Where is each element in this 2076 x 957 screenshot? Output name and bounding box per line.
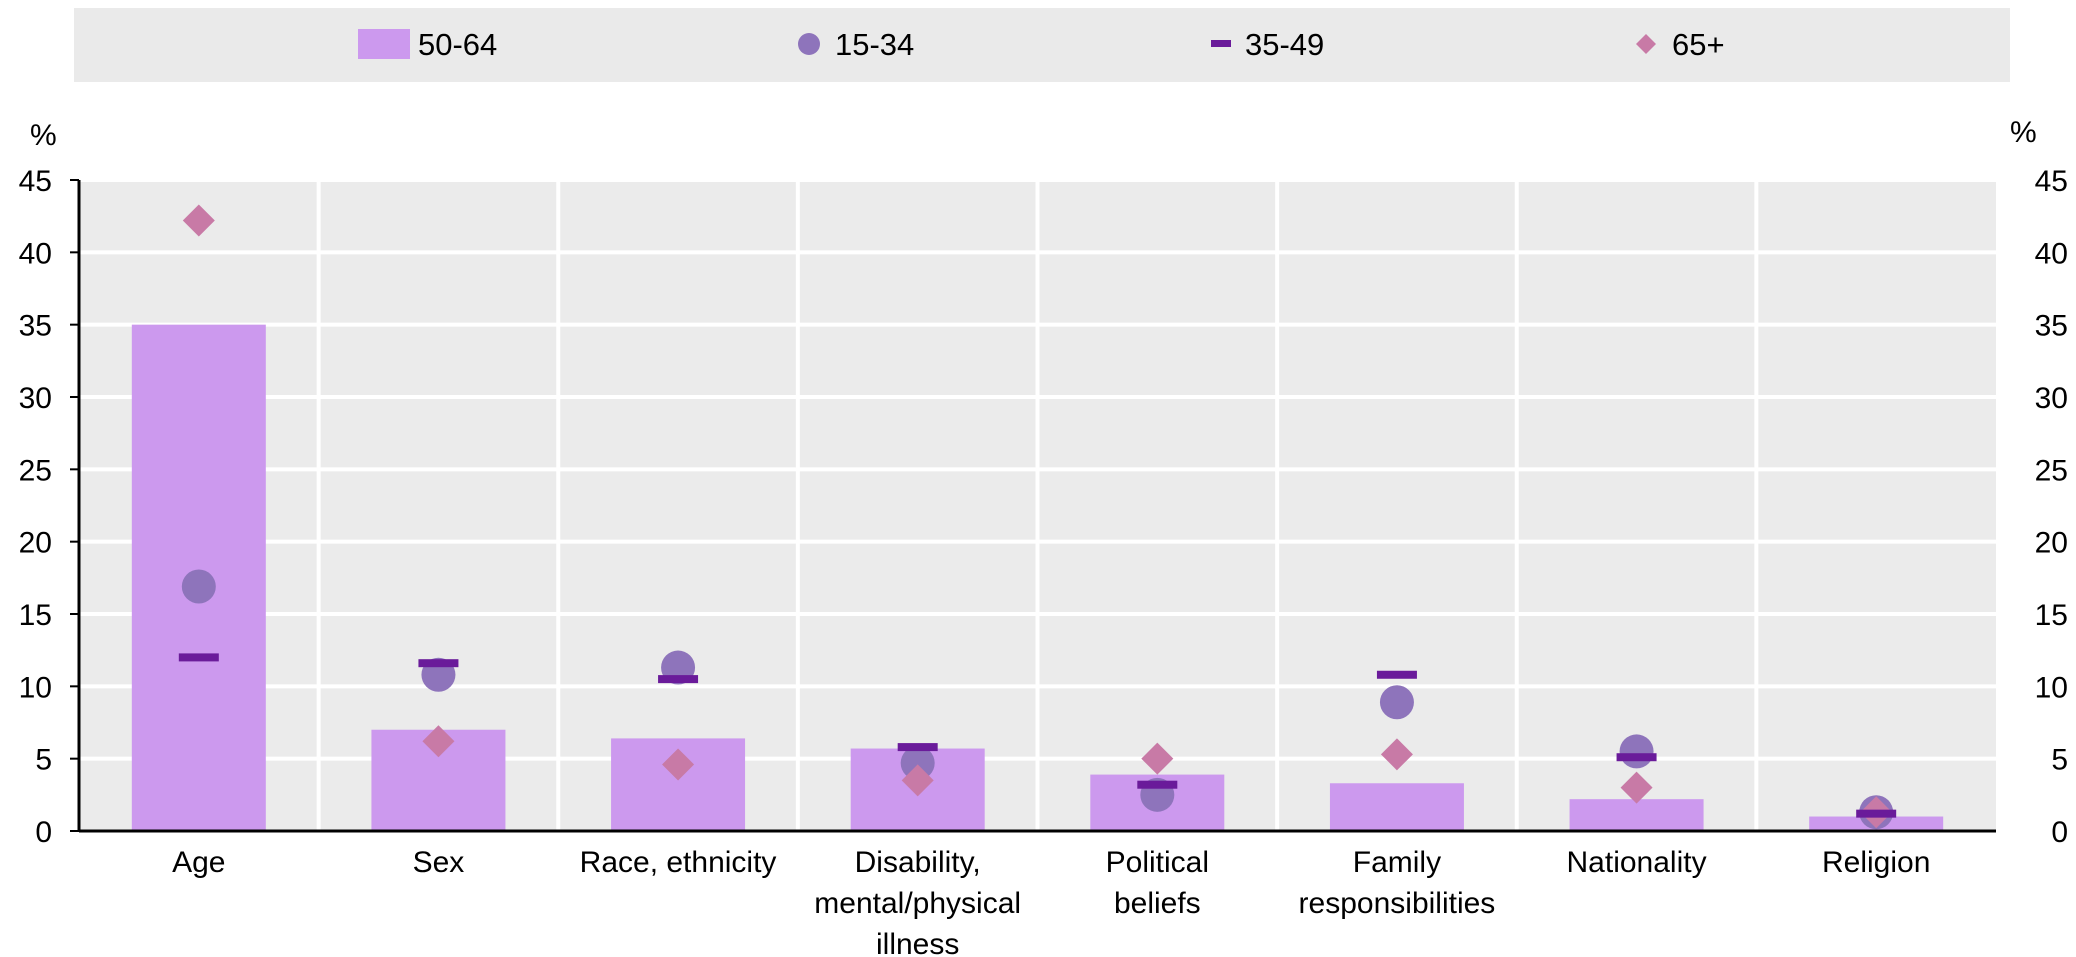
legend-swatch-15-34 [798, 33, 820, 55]
labels: 0 0 5 5 10 10 15 15 20 20 25 25 30 30 35 35 40 40 45 45% % Ag… [19, 116, 2068, 957]
point-15-34 [181, 569, 216, 604]
category-label: Age [172, 846, 225, 879]
y-tick-label-right: 25 [2035, 454, 2068, 487]
point-15-34 [900, 746, 935, 781]
diamond-65+ [1620, 771, 1653, 804]
y-tick-label-right: 30 [2035, 382, 2068, 415]
category-label: Race, ethnicity [580, 846, 777, 879]
y-tick-label-left: 20 [19, 527, 52, 560]
dash-35-49 [897, 743, 938, 752]
point-15-34 [1379, 685, 1414, 720]
y-tick-label-right: 10 [2035, 671, 2068, 704]
legend-swatch-35-49 [1211, 40, 1231, 47]
dash-35-49 [658, 675, 699, 684]
bar-50-64 [1569, 799, 1704, 831]
y-tick-label-left: 30 [19, 382, 52, 415]
dash-35-49 [1856, 809, 1897, 818]
legend-label: 35-49 [1245, 27, 1324, 62]
gridlines [79, 178, 1996, 831]
legend-swatch-50-64 [358, 29, 410, 59]
dash-35-49 [1616, 753, 1657, 762]
dash-35-49 [1137, 780, 1178, 789]
y-tick-label-left: 0 [35, 816, 52, 849]
category-label: Disability, mental/physical illness [814, 846, 1021, 957]
legend-label: 50-64 [418, 27, 497, 62]
diamond-65+ [182, 204, 215, 237]
y-tick-label-left: 10 [19, 671, 52, 704]
category-label: Political beliefs [1106, 846, 1209, 920]
markers [178, 204, 1897, 830]
y-tick-label-left: 40 [19, 237, 52, 270]
legend-swatch-65+ [1636, 34, 1656, 54]
dash-35-49 [418, 659, 459, 668]
diamond-65+ [422, 725, 455, 758]
legend: 50-64 15-34 35-49 65+ [358, 27, 1725, 62]
legend-label: 15-34 [835, 27, 914, 62]
y-tick-label-right: 35 [2035, 310, 2068, 343]
y-tick-label-right: 45 [2035, 165, 2068, 198]
y-tick-label-left: 15 [19, 599, 52, 632]
axes [70, 179, 1996, 833]
diamond-65+ [662, 748, 695, 781]
category-label: Sex [413, 846, 465, 879]
legend-label: 65+ [1672, 27, 1725, 62]
y-tick-label-left: 5 [35, 744, 52, 777]
bar-50-64 [1329, 783, 1464, 831]
y-unit-label-left: % [30, 119, 57, 152]
diamond-65+ [901, 764, 934, 797]
point-15-34 [1619, 734, 1654, 769]
y-tick-label-right: 0 [2051, 816, 2068, 849]
y-tick-label-left: 35 [19, 310, 52, 343]
y-tick-label-right: 5 [2051, 744, 2068, 777]
dash-35-49 [178, 653, 219, 662]
category-label: Family responsibilities [1299, 846, 1496, 920]
y-unit-label-right: % [2010, 116, 2037, 149]
y-tick-label-right: 40 [2035, 237, 2068, 270]
y-tick-label-left: 25 [19, 454, 52, 487]
y-tick-label-right: 15 [2035, 599, 2068, 632]
y-tick-label-right: 20 [2035, 527, 2068, 560]
diamond-65+ [1380, 738, 1413, 771]
category-label: Nationality [1567, 846, 1707, 879]
diamond-65+ [1141, 742, 1174, 775]
category-label: Religion [1822, 846, 1930, 879]
dash-35-49 [1376, 670, 1417, 679]
y-tick-label-left: 45 [19, 165, 52, 198]
